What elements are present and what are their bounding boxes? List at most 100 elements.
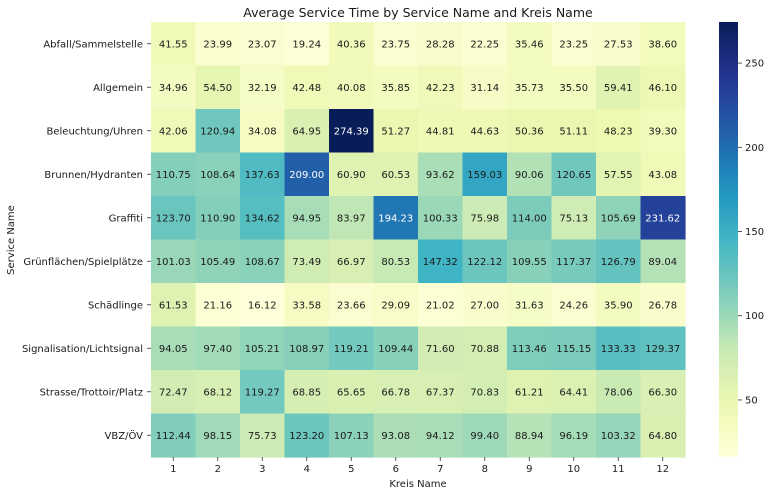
cell-value-label: 107.13 (334, 431, 369, 442)
heatmap-cell (418, 370, 464, 415)
cell-value-label: 133.33 (601, 344, 636, 355)
cell-value-label: 75.73 (248, 431, 277, 442)
y-tick-label: Brunnen/Hydranten (44, 170, 143, 181)
cell-value-label: 109.55 (512, 257, 547, 268)
heatmap-cell (373, 239, 419, 284)
cell-value-label: 137.63 (245, 170, 280, 181)
cell-value-label: 103.32 (601, 431, 636, 442)
y-tick-label: Schädlinge (88, 300, 143, 311)
heatmap-cell (373, 22, 419, 67)
heatmap-cell (195, 283, 241, 328)
heatmap-cell (596, 65, 642, 110)
heatmap-cell (640, 22, 686, 67)
heatmap-cell (151, 152, 197, 197)
cell-value-label: 66.30 (648, 387, 677, 398)
y-tick-label: Grünflächen/Spielplätze (23, 257, 143, 268)
heatmap-cell (551, 22, 597, 67)
heatmap-cell (284, 109, 330, 154)
x-tick-label: 7 (437, 464, 443, 475)
y-tick-label: Abfall/Sammelstelle (43, 39, 143, 50)
cell-value-label: 119.21 (334, 344, 369, 355)
cell-value-label: 105.49 (200, 257, 235, 268)
heatmap-cell (195, 370, 241, 415)
y-tick-label: Beleuchtung/Uhren (47, 126, 143, 137)
heatmap-cell (329, 326, 375, 371)
cell-value-label: 94.12 (426, 431, 455, 442)
x-tick-label: 11 (612, 464, 625, 475)
heatmap-cell (240, 22, 286, 67)
heatmap-cell (551, 326, 597, 371)
heatmap-cell (329, 413, 375, 458)
cell-value-label: 42.06 (159, 126, 188, 137)
heatmap-cell (195, 22, 241, 67)
heatmap-cell (507, 65, 553, 110)
cell-value-label: 42.23 (426, 83, 455, 94)
cell-value-label: 35.46 (515, 39, 544, 50)
cell-value-label: 123.70 (156, 213, 191, 224)
heatmap-cells: 41.55 23.99 23.07 19.24 40.36 23.75 28.28 22.25… (151, 22, 686, 458)
colorbar-gradient (719, 22, 738, 457)
heatmap-cell (418, 65, 464, 110)
cell-value-label: 27.53 (604, 39, 633, 50)
cell-value-label: 123.20 (289, 431, 324, 442)
cell-value-label: 61.53 (159, 300, 188, 311)
heatmap-cell (418, 283, 464, 328)
heatmap-cell (418, 196, 464, 241)
cell-value-label: 89.04 (648, 257, 677, 268)
cell-value-label: 70.88 (470, 344, 499, 355)
y-tick-labels: Abfall/Sammelstelle Allgemein Beleuchtung/… (22, 39, 151, 442)
cell-value-label: 23.66 (337, 300, 366, 311)
cell-value-label: 35.73 (515, 83, 544, 94)
heatmap-cell (596, 152, 642, 197)
cell-value-label: 75.98 (470, 213, 499, 224)
cell-value-label: 66.78 (381, 387, 410, 398)
cell-value-label: 120.94 (200, 126, 235, 137)
y-axis-label: Service Name (6, 205, 17, 275)
cell-value-label: 35.85 (381, 83, 410, 94)
x-tick-label: 4 (304, 464, 310, 475)
cell-value-label: 109.44 (378, 344, 413, 355)
heatmap-cell (195, 65, 241, 110)
cell-value-label: 108.64 (200, 170, 235, 181)
cell-value-label: 71.60 (426, 344, 455, 355)
cell-value-label: 61.21 (515, 387, 544, 398)
cell-value-label: 105.21 (245, 344, 280, 355)
heatmap-cell (462, 326, 508, 371)
cell-value-label: 159.03 (467, 170, 502, 181)
heatmap-cell (151, 109, 197, 154)
heatmap-cell (507, 196, 553, 241)
heatmap-cell (418, 413, 464, 458)
heatmap-cell (462, 152, 508, 197)
heatmap-cell (329, 283, 375, 328)
heatmap-cell (373, 196, 419, 241)
cell-value-label: 134.62 (245, 213, 280, 224)
heatmap-cell (151, 196, 197, 241)
cell-value-label: 73.49 (292, 257, 321, 268)
cell-value-label: 41.55 (159, 39, 188, 50)
colorbar-tick-label: 50 (745, 395, 758, 406)
heatmap-cell (640, 109, 686, 154)
heatmap-cell (373, 152, 419, 197)
heatmap-cell (373, 283, 419, 328)
heatmap-cell (462, 196, 508, 241)
cell-value-label: 93.08 (381, 431, 410, 442)
cell-value-label: 64.95 (292, 126, 321, 137)
cell-value-label: 274.39 (334, 126, 369, 137)
cell-value-label: 194.23 (378, 213, 413, 224)
cell-value-label: 48.23 (604, 126, 633, 137)
cell-value-label: 39.30 (648, 126, 677, 137)
heatmap-cell (507, 109, 553, 154)
cell-value-label: 40.08 (337, 83, 366, 94)
cell-value-label: 75.13 (559, 213, 588, 224)
cell-value-label: 110.90 (200, 213, 235, 224)
heatmap-cell (373, 109, 419, 154)
heatmap-cell (551, 283, 597, 328)
cell-value-label: 27.00 (470, 300, 499, 311)
cell-value-label: 67.37 (426, 387, 455, 398)
heatmap-cell (329, 109, 375, 154)
colorbar-tick-label: 100 (745, 311, 764, 322)
heatmap-cell (418, 22, 464, 67)
heatmap-cell (596, 326, 642, 371)
heatmap-cell (195, 109, 241, 154)
heatmap-cell (596, 109, 642, 154)
